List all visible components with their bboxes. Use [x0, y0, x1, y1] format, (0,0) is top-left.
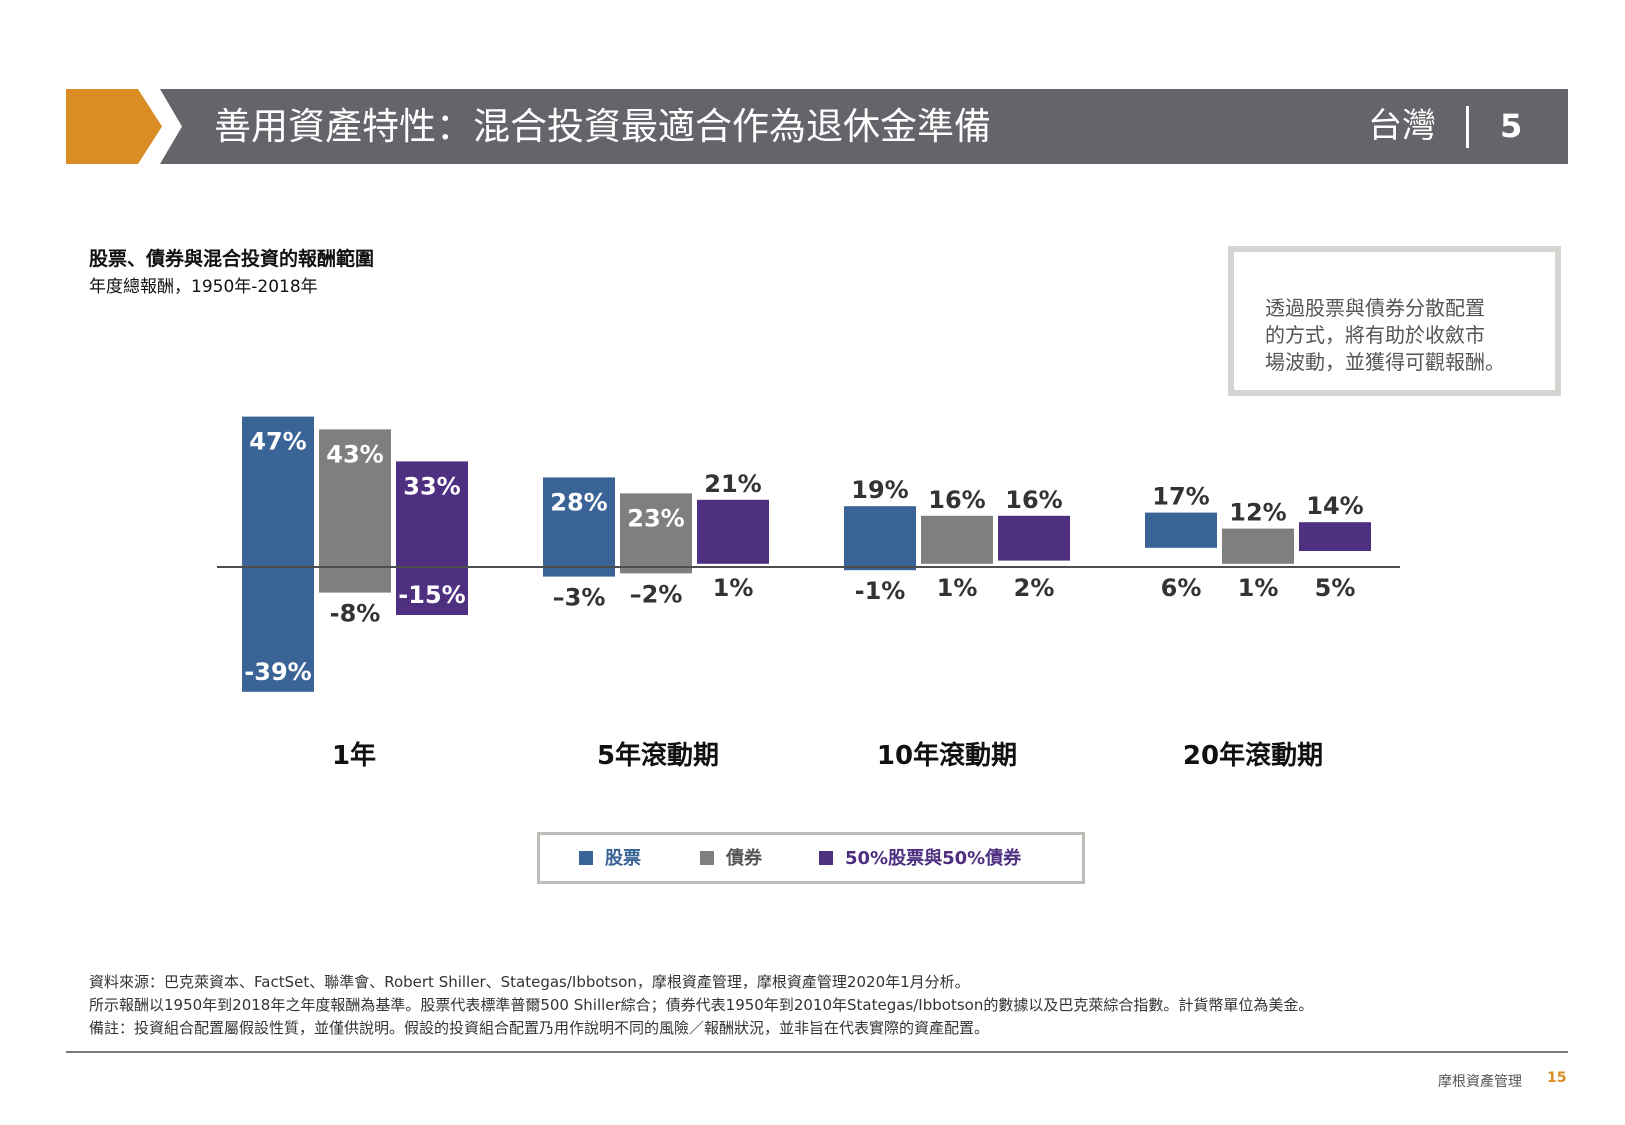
bar-low-label: 1% [713, 574, 754, 602]
legend-item-bonds: 債券 [700, 847, 762, 871]
bar-high-label: 17% [1152, 483, 1209, 511]
bar-low-label: –3% [553, 584, 606, 612]
legend-item-mixed: 50%股票與50%債券 [819, 847, 1021, 871]
range-bar [697, 500, 769, 564]
bar-high-label: 16% [928, 486, 985, 514]
footnote-remark: 備註：投資組合配置屬假設性質，並僅供說明。假設的投資組合配置乃用作說明不同的風險… [89, 1017, 989, 1038]
legend-swatch-bonds [700, 851, 714, 865]
legend-label-stocks: 股票 [605, 848, 641, 869]
bar-high-label: 12% [1229, 499, 1286, 527]
footnote-basis: 所示報酬以1950年到2018年之年度報酬為基準。股票代表標準普爾500 Shi… [89, 994, 1313, 1015]
bar-high-label: 23% [627, 504, 684, 532]
category-label: 10年滾動期 [877, 740, 1017, 771]
category-label: 1年 [332, 740, 376, 771]
legend-label-mixed: 50%股票與50%債券 [845, 848, 1021, 869]
bar-low-label: 1% [937, 574, 978, 602]
chart-legend: 股票 債券 50%股票與50%債券 [537, 832, 1085, 884]
category-label: 20年滾動期 [1183, 740, 1323, 771]
range-bar [998, 516, 1070, 561]
bar-high-label: 19% [851, 476, 908, 504]
footnote-source: 資料來源：巴克萊資本、FactSet、聯準會、Robert Shiller、St… [89, 971, 970, 992]
range-bar [1222, 529, 1294, 564]
bar-low-label: 6% [1161, 574, 1202, 602]
legend-swatch-mixed [819, 851, 833, 865]
page-number: 15 [1547, 1070, 1566, 1086]
bar-low-label: 5% [1315, 574, 1356, 602]
bar-low-label: -15% [398, 581, 465, 609]
bar-high-label: 43% [326, 440, 383, 468]
legend-label-bonds: 債券 [726, 848, 762, 869]
bar-low-label: -8% [330, 600, 381, 628]
bar-low-label: 1% [1238, 574, 1279, 602]
bar-low-label: 2% [1014, 574, 1055, 602]
bar-high-label: 47% [249, 428, 306, 456]
bar-high-label: 14% [1306, 492, 1363, 520]
range-bar [1299, 522, 1371, 551]
bar-low-label: -39% [244, 658, 311, 686]
bar-high-label: 33% [403, 472, 460, 500]
bar-high-label: 16% [1005, 486, 1062, 514]
range-bar [844, 506, 916, 570]
range-bar [921, 516, 993, 564]
range-bar-chart: 47% -39% 28% –3% 19% -1% 17% 6% 43% -8% 23% –2% 16% 1… [0, 0, 1625, 800]
bar-low-label: –2% [630, 580, 683, 608]
bar-low-label: -1% [855, 577, 906, 605]
range-bar [242, 417, 314, 692]
footer-rule [66, 1051, 1568, 1053]
range-bar [1145, 513, 1217, 548]
legend-swatch-stocks [579, 851, 593, 865]
bar-high-label: 21% [704, 470, 761, 498]
category-label: 5年滾動期 [597, 740, 719, 771]
bar-high-label: 28% [550, 488, 607, 516]
legend-item-stocks: 股票 [579, 847, 641, 871]
footer-brand: 摩根資產管理 [1438, 1071, 1522, 1091]
